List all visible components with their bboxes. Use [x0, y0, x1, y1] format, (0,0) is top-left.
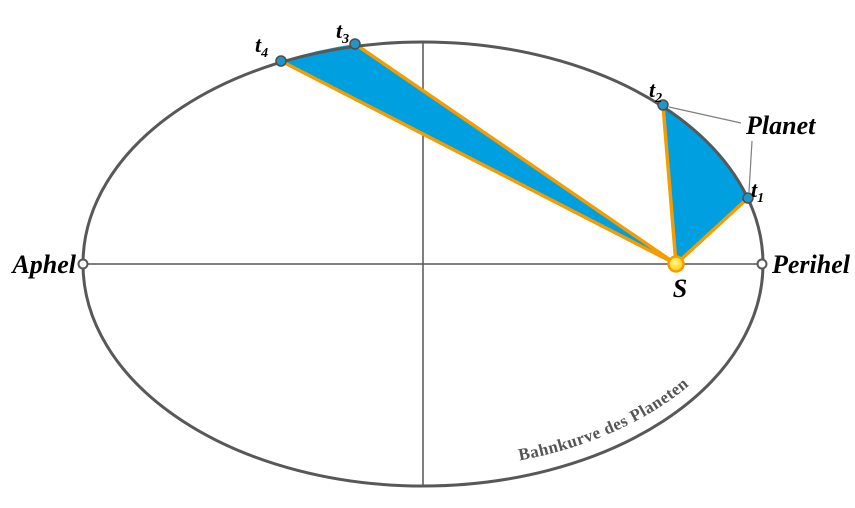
- radius-vector-t2: [661, 104, 678, 265]
- sun-label: S: [673, 274, 687, 303]
- t4-label: t4: [255, 32, 268, 61]
- swept-area-t1-t2: [663, 105, 748, 264]
- swept-area-t3-t4: [281, 44, 676, 264]
- t3-label-sub: 3: [341, 32, 349, 47]
- t3-label: t3: [336, 18, 349, 47]
- t1-label: t1: [751, 177, 764, 206]
- t2-label-base: t: [649, 77, 656, 102]
- aphel-point: [77, 258, 89, 270]
- t4-label-base: t: [255, 32, 262, 57]
- t2-label-sub: 2: [654, 91, 662, 106]
- t2-label: t2: [649, 77, 662, 106]
- perihel-point: [756, 258, 768, 270]
- radius-vector-t4: [280, 59, 677, 266]
- t3-label-base: t: [336, 18, 343, 43]
- point-t2: [657, 99, 669, 111]
- point-t1: [742, 192, 754, 204]
- planet-label: Planet: [745, 111, 816, 140]
- planet-leader-lines: [668, 106, 753, 193]
- point-t3: [349, 38, 361, 50]
- radius-vector-t3: [354, 42, 677, 266]
- aphel-label: Aphel: [10, 250, 76, 279]
- sun-point: [667, 255, 685, 273]
- t4-label-sub: 4: [260, 46, 268, 61]
- point-t4: [275, 55, 287, 67]
- perihel-label: Perihel: [771, 250, 851, 279]
- radius-vectors: [280, 42, 750, 266]
- t1-label-base: t: [751, 177, 758, 202]
- planet-leader-line-t2: [668, 106, 742, 124]
- radius-vector-t1: [674, 196, 750, 266]
- t1-label-sub: 1: [757, 191, 764, 206]
- planet-leader-line-t1: [748, 140, 753, 193]
